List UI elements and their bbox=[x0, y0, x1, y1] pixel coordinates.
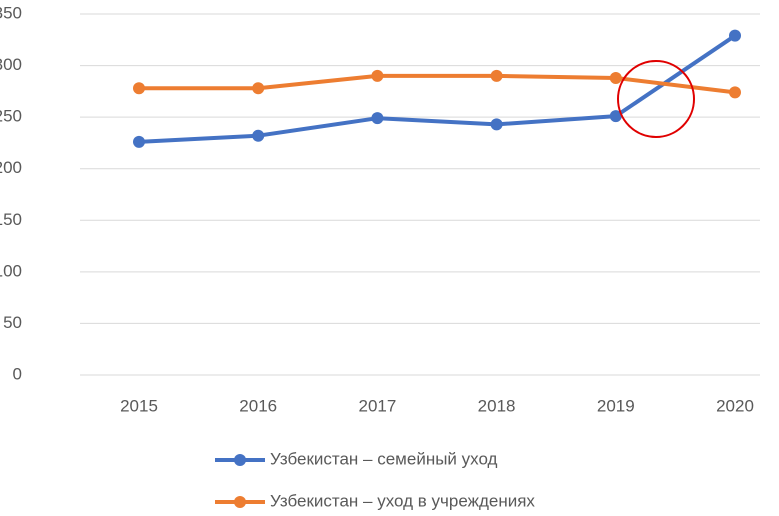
y-tick-label: 200 bbox=[0, 158, 22, 177]
data-point bbox=[252, 129, 265, 142]
series-line bbox=[138, 34, 737, 144]
x-tick-label: 2017 bbox=[358, 396, 396, 415]
legend-label: Узбекистан – семейный уход bbox=[270, 449, 498, 468]
data-point bbox=[133, 135, 145, 148]
data-point bbox=[609, 71, 622, 84]
data-point bbox=[371, 69, 384, 82]
data-point bbox=[609, 110, 622, 123]
y-tick-label: 50 bbox=[3, 313, 22, 332]
data-point bbox=[729, 29, 741, 42]
x-tick-label: 2019 bbox=[597, 396, 635, 415]
x-tick-label: 2020 bbox=[716, 396, 754, 415]
data-point bbox=[371, 112, 384, 125]
y-tick-label: 350 bbox=[0, 3, 22, 22]
data-point bbox=[729, 86, 741, 99]
legend-marker bbox=[234, 454, 246, 466]
data-point bbox=[490, 69, 503, 82]
highlight-circle bbox=[617, 60, 695, 138]
y-tick-label: 250 bbox=[0, 107, 22, 126]
series-line bbox=[139, 73, 736, 95]
x-tick-label: 2016 bbox=[239, 396, 277, 415]
legend-label: Узбекистан – уход в учреждениях bbox=[270, 491, 535, 510]
legend-marker bbox=[234, 496, 246, 508]
y-tick-label: 100 bbox=[0, 261, 22, 280]
y-tick-label: 150 bbox=[0, 210, 22, 229]
data-point bbox=[490, 118, 503, 131]
y-tick-label: 300 bbox=[0, 55, 22, 74]
data-point bbox=[133, 82, 145, 95]
data-point bbox=[252, 82, 265, 95]
y-tick-label: 0 bbox=[13, 364, 22, 383]
x-tick-label: 2018 bbox=[478, 396, 516, 415]
x-tick-label: 2015 bbox=[120, 396, 158, 415]
